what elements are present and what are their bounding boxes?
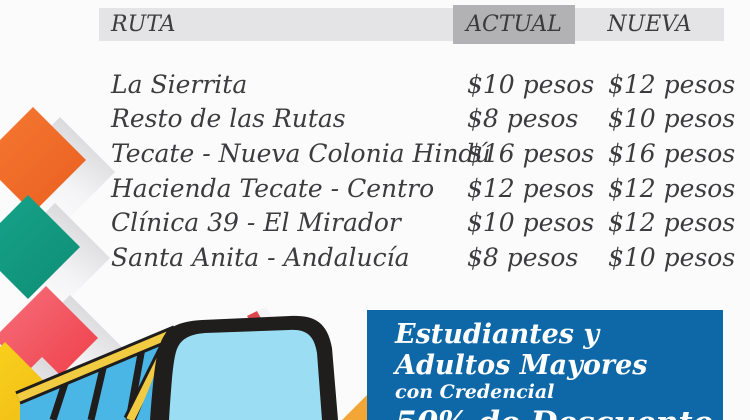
nueva-price-cell: $16 pesos: [608, 138, 736, 168]
nueva-price-cell: $12 pesos: [608, 173, 736, 203]
route-name-cell: Hacienda Tecate - Centro: [111, 173, 435, 203]
route-name-cell: La Sierrita: [111, 69, 248, 99]
diamond-orange: [0, 107, 86, 213]
nueva-price-cell: $10 pesos: [608, 104, 736, 134]
actual-price-cell: $8 pesos: [467, 104, 579, 134]
route-name-cell: Tecate - Nueva Colonia Hindú: [111, 138, 491, 168]
actual-price-cell: $8 pesos: [467, 242, 579, 272]
column-header-actual: ACTUAL: [466, 12, 562, 37]
column-header-ruta: RUTA: [111, 12, 176, 37]
table-header-actual-cell: ACTUAL: [453, 5, 575, 44]
nueva-price-cell: $12 pesos: [608, 208, 736, 238]
bus-windshield-glass: [169, 329, 322, 420]
route-name-cell: Resto de las Rutas: [111, 104, 346, 134]
actual-price-cell: $12 pesos: [467, 173, 595, 203]
nueva-price-cell: $10 pesos: [608, 242, 736, 272]
table-row: Hacienda Tecate - Centro $12 pesos $12 p…: [99, 171, 739, 206]
discount-highlight: 50% de Descuento: [395, 406, 723, 420]
table-row: Tecate - Nueva Colonia Hindú $16 pesos $…: [99, 136, 739, 171]
actual-price-cell: $10 pesos: [467, 69, 595, 99]
route-name-cell: Santa Anita - Andalucía: [111, 242, 410, 272]
bus-icon: [15, 307, 338, 420]
discount-subtitle: con Credencial: [395, 381, 555, 403]
table-row: Clínica 39 - El Mirador $10 pesos $12 pe…: [99, 205, 739, 240]
bus-roofline-trim: [16, 328, 178, 402]
table-header-band: [99, 8, 724, 41]
route-name-cell: Clínica 39 - El Mirador: [111, 208, 401, 238]
window-divider: [87, 363, 108, 420]
table-row: La Sierrita $10 pesos $12 pesos: [99, 67, 739, 102]
nueva-price-cell: $12 pesos: [608, 69, 736, 99]
actual-price-cell: $10 pesos: [467, 208, 595, 238]
discount-callout: Estudiantes y Adultos Mayores con Creden…: [367, 310, 723, 420]
window-divider: [49, 378, 70, 420]
table-row: Resto de las Rutas $8 pesos $10 pesos: [99, 102, 739, 137]
column-header-nueva: NUEVA: [607, 12, 692, 37]
discount-title-line2: Adultos Mayores: [395, 350, 648, 381]
table-row: Santa Anita - Andalucía $8 pesos $10 pes…: [99, 240, 739, 275]
diamond-teal: [0, 195, 80, 299]
table-rows: La Sierrita $10 pesos $12 pesos Resto de…: [99, 67, 739, 275]
actual-price-cell: $16 pesos: [467, 138, 595, 168]
discount-title-line1: Estudiantes y: [395, 319, 600, 350]
